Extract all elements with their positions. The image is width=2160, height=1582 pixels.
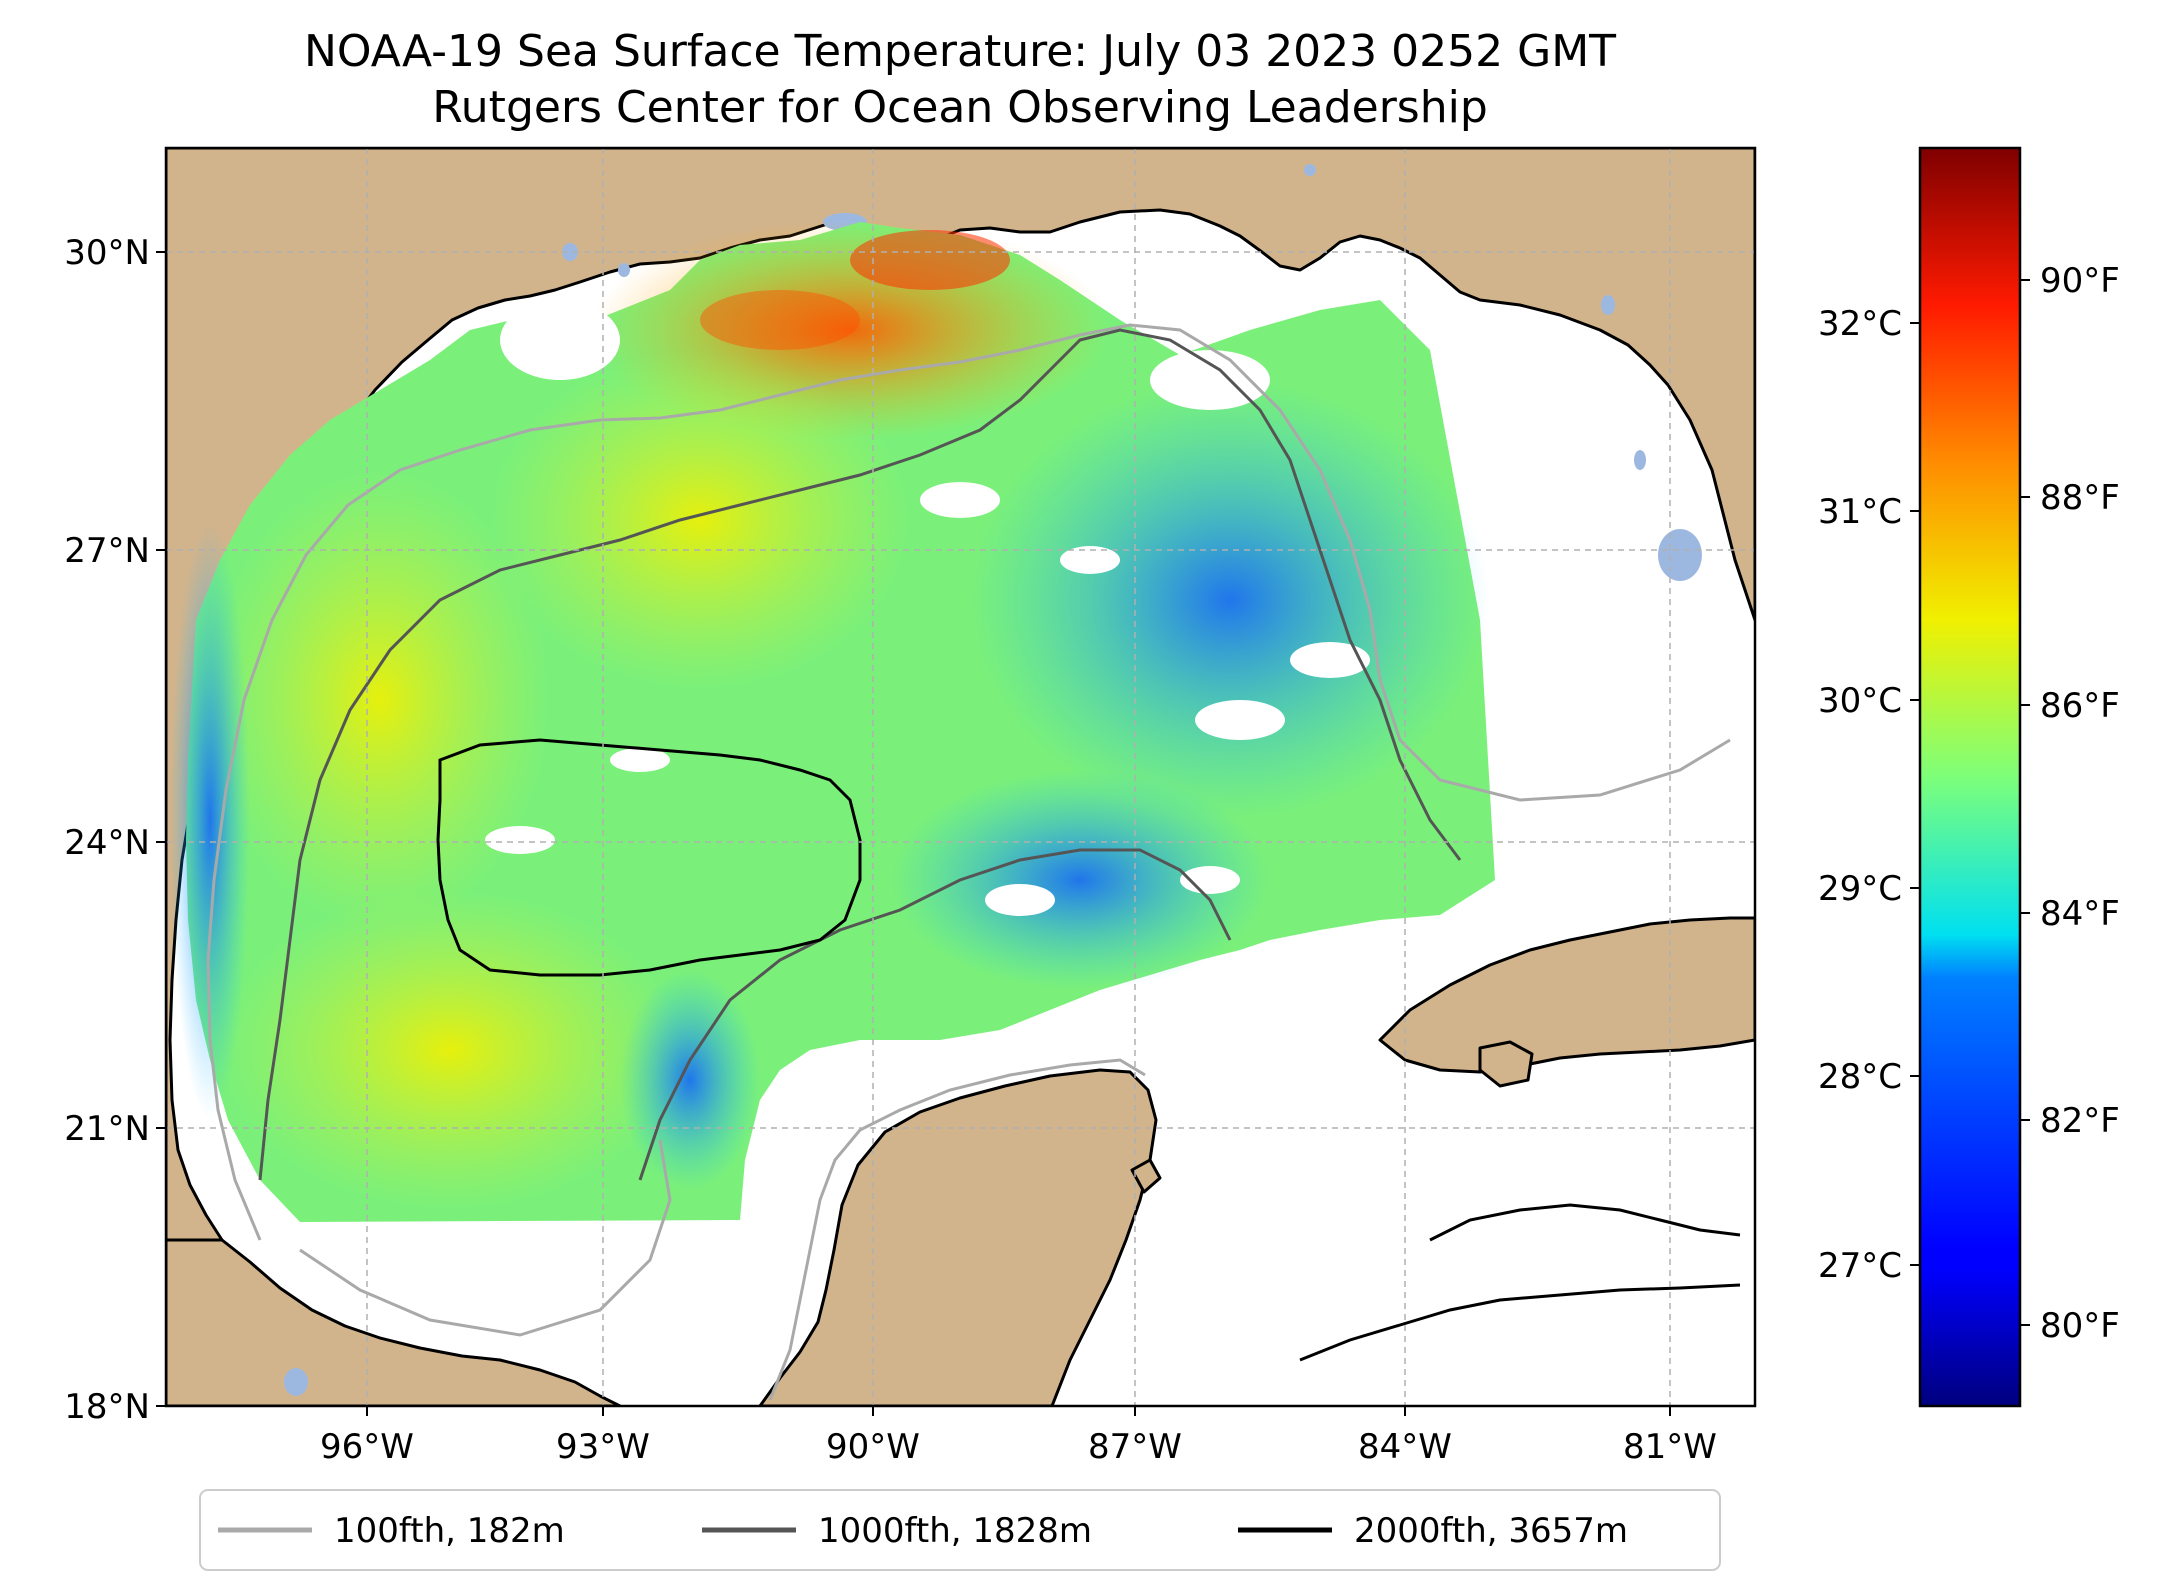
lat-tick-label-21: 21°N (64, 1109, 150, 1149)
land-layer (166, 148, 1755, 1406)
graticule (166, 148, 1755, 1406)
map-panel (166, 148, 1755, 1406)
legend-label-100fth: 100fth, 182m (334, 1511, 565, 1551)
map-frame (164, 146, 1757, 1408)
celsius-tick-label-27: 27°C (1818, 1246, 1902, 1286)
contour-1000fth (258, 328, 1462, 1181)
cloud-gap (920, 482, 1000, 518)
contour-100fth (206, 323, 1731, 1401)
fahrenheit-tick-label-86: 86°F (2040, 686, 2120, 726)
cloud-gap (485, 826, 555, 854)
sst-hot-louisiana (850, 230, 1010, 290)
celsius-tick-label-30: 30°C (1818, 681, 1902, 721)
lake-mexico (284, 1368, 308, 1396)
sst-cool-straits (890, 770, 1270, 990)
lat-tick-label-27: 27°N (64, 531, 150, 571)
lon-tick-label-93: 93°W (556, 1427, 650, 1467)
legend-box (199, 1489, 1721, 1571)
cloud-gap (985, 884, 1055, 916)
cloud-gap (1290, 642, 1370, 678)
cloud-gap (1150, 350, 1270, 410)
lat-tick-label-18: 18°N (64, 1387, 150, 1427)
lon-tick-label-87: 87°W (1088, 1427, 1182, 1467)
cloud-gap (500, 300, 620, 380)
bathymetry-contours (206, 323, 1741, 1401)
sst-warm-west (210, 470, 550, 930)
lake-florida-2 (1634, 450, 1646, 470)
legend-label-1000fth: 1000fth, 1828m (818, 1511, 1092, 1551)
celsius-tick-label-28: 28°C (1818, 1057, 1902, 1097)
lon-tick-label-90: 90°W (826, 1427, 920, 1467)
fahrenheit-tick-label-84: 84°F (2040, 894, 2120, 934)
lon-axis (366, 1406, 1671, 1416)
fahrenheit-tick-label-88: 88°F (2040, 478, 2120, 518)
sst-cool-east (970, 380, 1490, 820)
legend-label-2000fth: 2000fth, 3657m (1354, 1511, 1628, 1551)
sst-warm-central (490, 350, 910, 690)
cloud-gap (610, 748, 670, 772)
cloud-gaps (485, 300, 1370, 916)
colorbar-celsius-axis (1910, 322, 1920, 1266)
cloud-gap (1060, 546, 1120, 574)
lat-axis (156, 251, 166, 1407)
sst-warm-southwest (220, 890, 680, 1210)
lat-tick-label-30: 30°N (64, 233, 150, 273)
lon-tick-label-96: 96°W (320, 1427, 414, 1467)
celsius-tick-label-31: 31°C (1818, 492, 1902, 532)
lake-texas-1 (562, 243, 578, 261)
celsius-tick-label-29: 29°C (1818, 869, 1902, 909)
map-title: NOAA-19 Sea Surface Temperature: July 03… (304, 26, 1616, 77)
map-subtitle: Rutgers Center for Ocean Observing Leade… (432, 82, 1488, 133)
yucatan-peninsula-land (758, 1068, 1158, 1406)
lon-tick-label-81: 81°W (1623, 1427, 1717, 1467)
fahrenheit-tick-label-80: 80°F (2040, 1306, 2120, 1346)
cuba-island-small (1478, 1040, 1534, 1088)
sst-hot-mississippi (700, 290, 860, 350)
celsius-tick-label-32: 32°C (1818, 304, 1902, 344)
contour-2000fth (436, 738, 1741, 1362)
colorbar-fahrenheit-axis (2020, 279, 2030, 1326)
mexico-land (166, 1238, 622, 1406)
fahrenheit-tick-label-82: 82°F (2040, 1101, 2120, 1141)
cayman-island (1130, 1158, 1162, 1194)
lat-tick-label-24: 24°N (64, 823, 150, 863)
sst-cool-campeche (620, 970, 760, 1190)
colorbar-gradient (1918, 146, 2022, 1408)
lon-tick-label-84: 84°W (1358, 1427, 1452, 1467)
lake-okeechobee (1658, 529, 1702, 581)
fahrenheit-tick-label-90: 90°F (2040, 261, 2120, 301)
sst-cool-westcoast (170, 520, 250, 1120)
cloud-gap (1195, 700, 1285, 740)
lake-florida-3 (1304, 164, 1316, 176)
contour-legend: 100fth, 182m 1000fth, 1828m 2000fth, 365… (199, 1489, 1721, 1571)
lake-florida-1 (1601, 295, 1615, 315)
